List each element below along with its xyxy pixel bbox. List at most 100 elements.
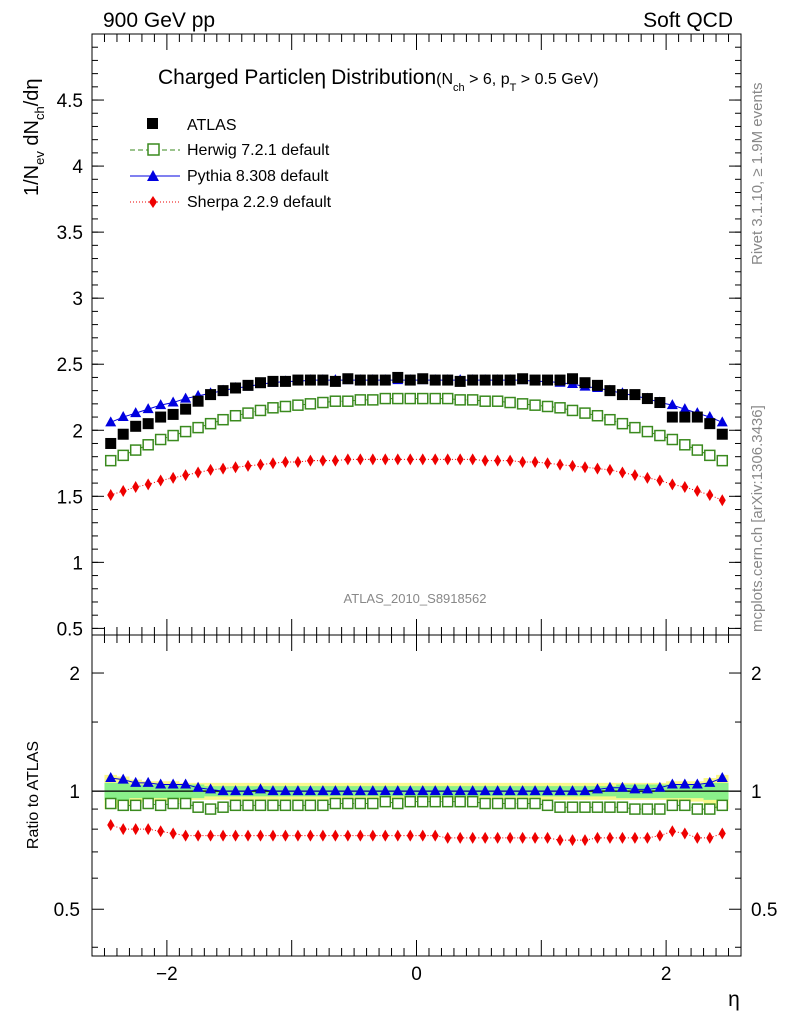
ratio-sherpa-point xyxy=(182,829,190,842)
ratio-pythia-point xyxy=(654,781,666,792)
herwig-point xyxy=(416,392,429,405)
ratio-herwig-point xyxy=(292,799,304,812)
title-sub-ch: ch xyxy=(453,82,465,94)
herwig-point xyxy=(142,439,154,451)
main-y-ticks: 0.5 1 1.5 2 2.5 3 3.5 4 4.5 xyxy=(57,46,741,640)
herwig-point xyxy=(691,444,704,456)
ratio-sherpa-point xyxy=(693,831,701,844)
herwig-point xyxy=(466,394,479,406)
ratio-pythia-point xyxy=(392,785,404,796)
atlas-point xyxy=(529,374,541,386)
herwig-point xyxy=(154,433,167,446)
ratio-sherpa-point xyxy=(656,829,664,842)
ratio-y-ticks: 0.5 0.5 1 1 2 2 xyxy=(54,634,777,948)
main-y-label: 1/Nev dNch/dη xyxy=(21,78,47,196)
herwig-point xyxy=(242,407,254,419)
ratio-sherpa-point xyxy=(718,827,726,840)
ylabel-ev: ev xyxy=(32,151,47,165)
herwig-point xyxy=(304,398,317,410)
sherpa-point xyxy=(269,457,277,470)
herwig-point xyxy=(379,392,392,405)
ratio-pythia-point xyxy=(554,785,566,796)
herwig-point xyxy=(479,395,491,407)
herwig-point xyxy=(392,392,404,405)
atlas-point xyxy=(442,374,454,386)
herwig-point xyxy=(192,421,204,434)
ratio-pythia-point xyxy=(641,783,653,794)
herwig-point xyxy=(292,399,304,411)
ratio-sherpa-point xyxy=(681,827,689,840)
main-panel: 0.5 1 1.5 2 2.5 3 3.5 4 4.5 Charged Particleη Dis… xyxy=(21,33,742,640)
ratio-pythia-point xyxy=(379,785,391,796)
ratio-herwig-point xyxy=(541,799,554,812)
atlas-point xyxy=(130,420,142,432)
ratio-sherpa-point xyxy=(319,829,327,842)
herwig-point xyxy=(267,402,279,414)
sherpa-point xyxy=(444,453,452,466)
sherpa-point xyxy=(469,453,477,466)
sherpa-point xyxy=(344,453,352,466)
ratio-herwig-point xyxy=(142,797,154,810)
ratio-sherpa-point xyxy=(381,829,389,842)
pythia-point xyxy=(180,392,192,403)
ratio-pythia-point xyxy=(192,781,204,792)
title-eta: η xyxy=(314,66,326,89)
x-tick-label: 0 xyxy=(411,964,422,985)
legend: ATLAS Herwig 7.2.1 default Pythia 8.308 … xyxy=(130,117,332,211)
ratio-pythia-point xyxy=(529,785,541,796)
rivet-label: Rivet 3.1.10, ≥ 1.9M events xyxy=(749,83,766,266)
ratio-herwig-point xyxy=(392,797,404,810)
ratio-herwig-point xyxy=(516,797,529,810)
ratio-sherpa-point xyxy=(668,825,676,838)
ratio-sherpa-point xyxy=(481,831,489,844)
atlas-point xyxy=(367,374,379,386)
ratio-tick-label: 0.5 xyxy=(54,900,80,921)
atlas-point xyxy=(167,408,179,420)
ratio-sherpa-point xyxy=(207,829,215,842)
ratio-series xyxy=(104,772,729,847)
ratio-pythia-point xyxy=(492,785,504,796)
ratio-sherpa-point xyxy=(643,831,651,844)
ratio-sherpa-point xyxy=(531,831,539,844)
sherpa-point xyxy=(718,494,726,507)
ratio-herwig-point xyxy=(629,803,641,815)
herwig-point xyxy=(604,413,616,426)
ratio-sherpa-point xyxy=(469,831,477,844)
herwig-point xyxy=(279,400,292,413)
ratio-pythia-point xyxy=(704,776,716,787)
y-tick-label: 2.5 xyxy=(57,355,83,376)
pythia-point xyxy=(117,411,129,422)
sherpa-point xyxy=(506,454,514,467)
atlas-point xyxy=(554,374,566,386)
herwig-point xyxy=(516,398,529,410)
pythia-point xyxy=(716,416,728,427)
ratio-pythia-point xyxy=(217,785,229,796)
x-ticks: −2 0 2 xyxy=(103,34,730,985)
sherpa-point xyxy=(356,453,364,466)
ratio-herwig-point xyxy=(654,803,666,815)
ratio-sherpa-point xyxy=(606,831,614,844)
ratio-pythia-point xyxy=(579,785,591,796)
ratio-herwig-point xyxy=(254,799,267,812)
ratio-herwig-point xyxy=(604,801,616,813)
atlas-point xyxy=(217,385,229,397)
y-tick-label: 3.5 xyxy=(57,223,83,244)
ratio-herwig-point xyxy=(129,799,142,812)
ratio-herwig-point xyxy=(679,799,691,812)
ratio-herwig-point xyxy=(716,799,729,812)
pythia-point xyxy=(105,416,117,427)
ratio-herwig-point xyxy=(591,801,604,813)
ratio-pythia-point xyxy=(292,785,304,796)
ratio-herwig-point xyxy=(192,801,204,813)
ratio-sherpa-point xyxy=(144,823,152,836)
ratio-herwig-point xyxy=(566,801,579,813)
ratio-sherpa-point xyxy=(581,834,589,847)
atlas-point xyxy=(654,397,666,409)
sherpa-point xyxy=(219,462,227,475)
ratio-pythia-point xyxy=(367,785,379,796)
ratio-herwig-point xyxy=(616,801,629,813)
ratio-sherpa-line xyxy=(110,824,723,841)
sherpa-point xyxy=(406,453,414,466)
atlas-point xyxy=(542,374,554,386)
ratio-pythia-point xyxy=(354,785,366,796)
